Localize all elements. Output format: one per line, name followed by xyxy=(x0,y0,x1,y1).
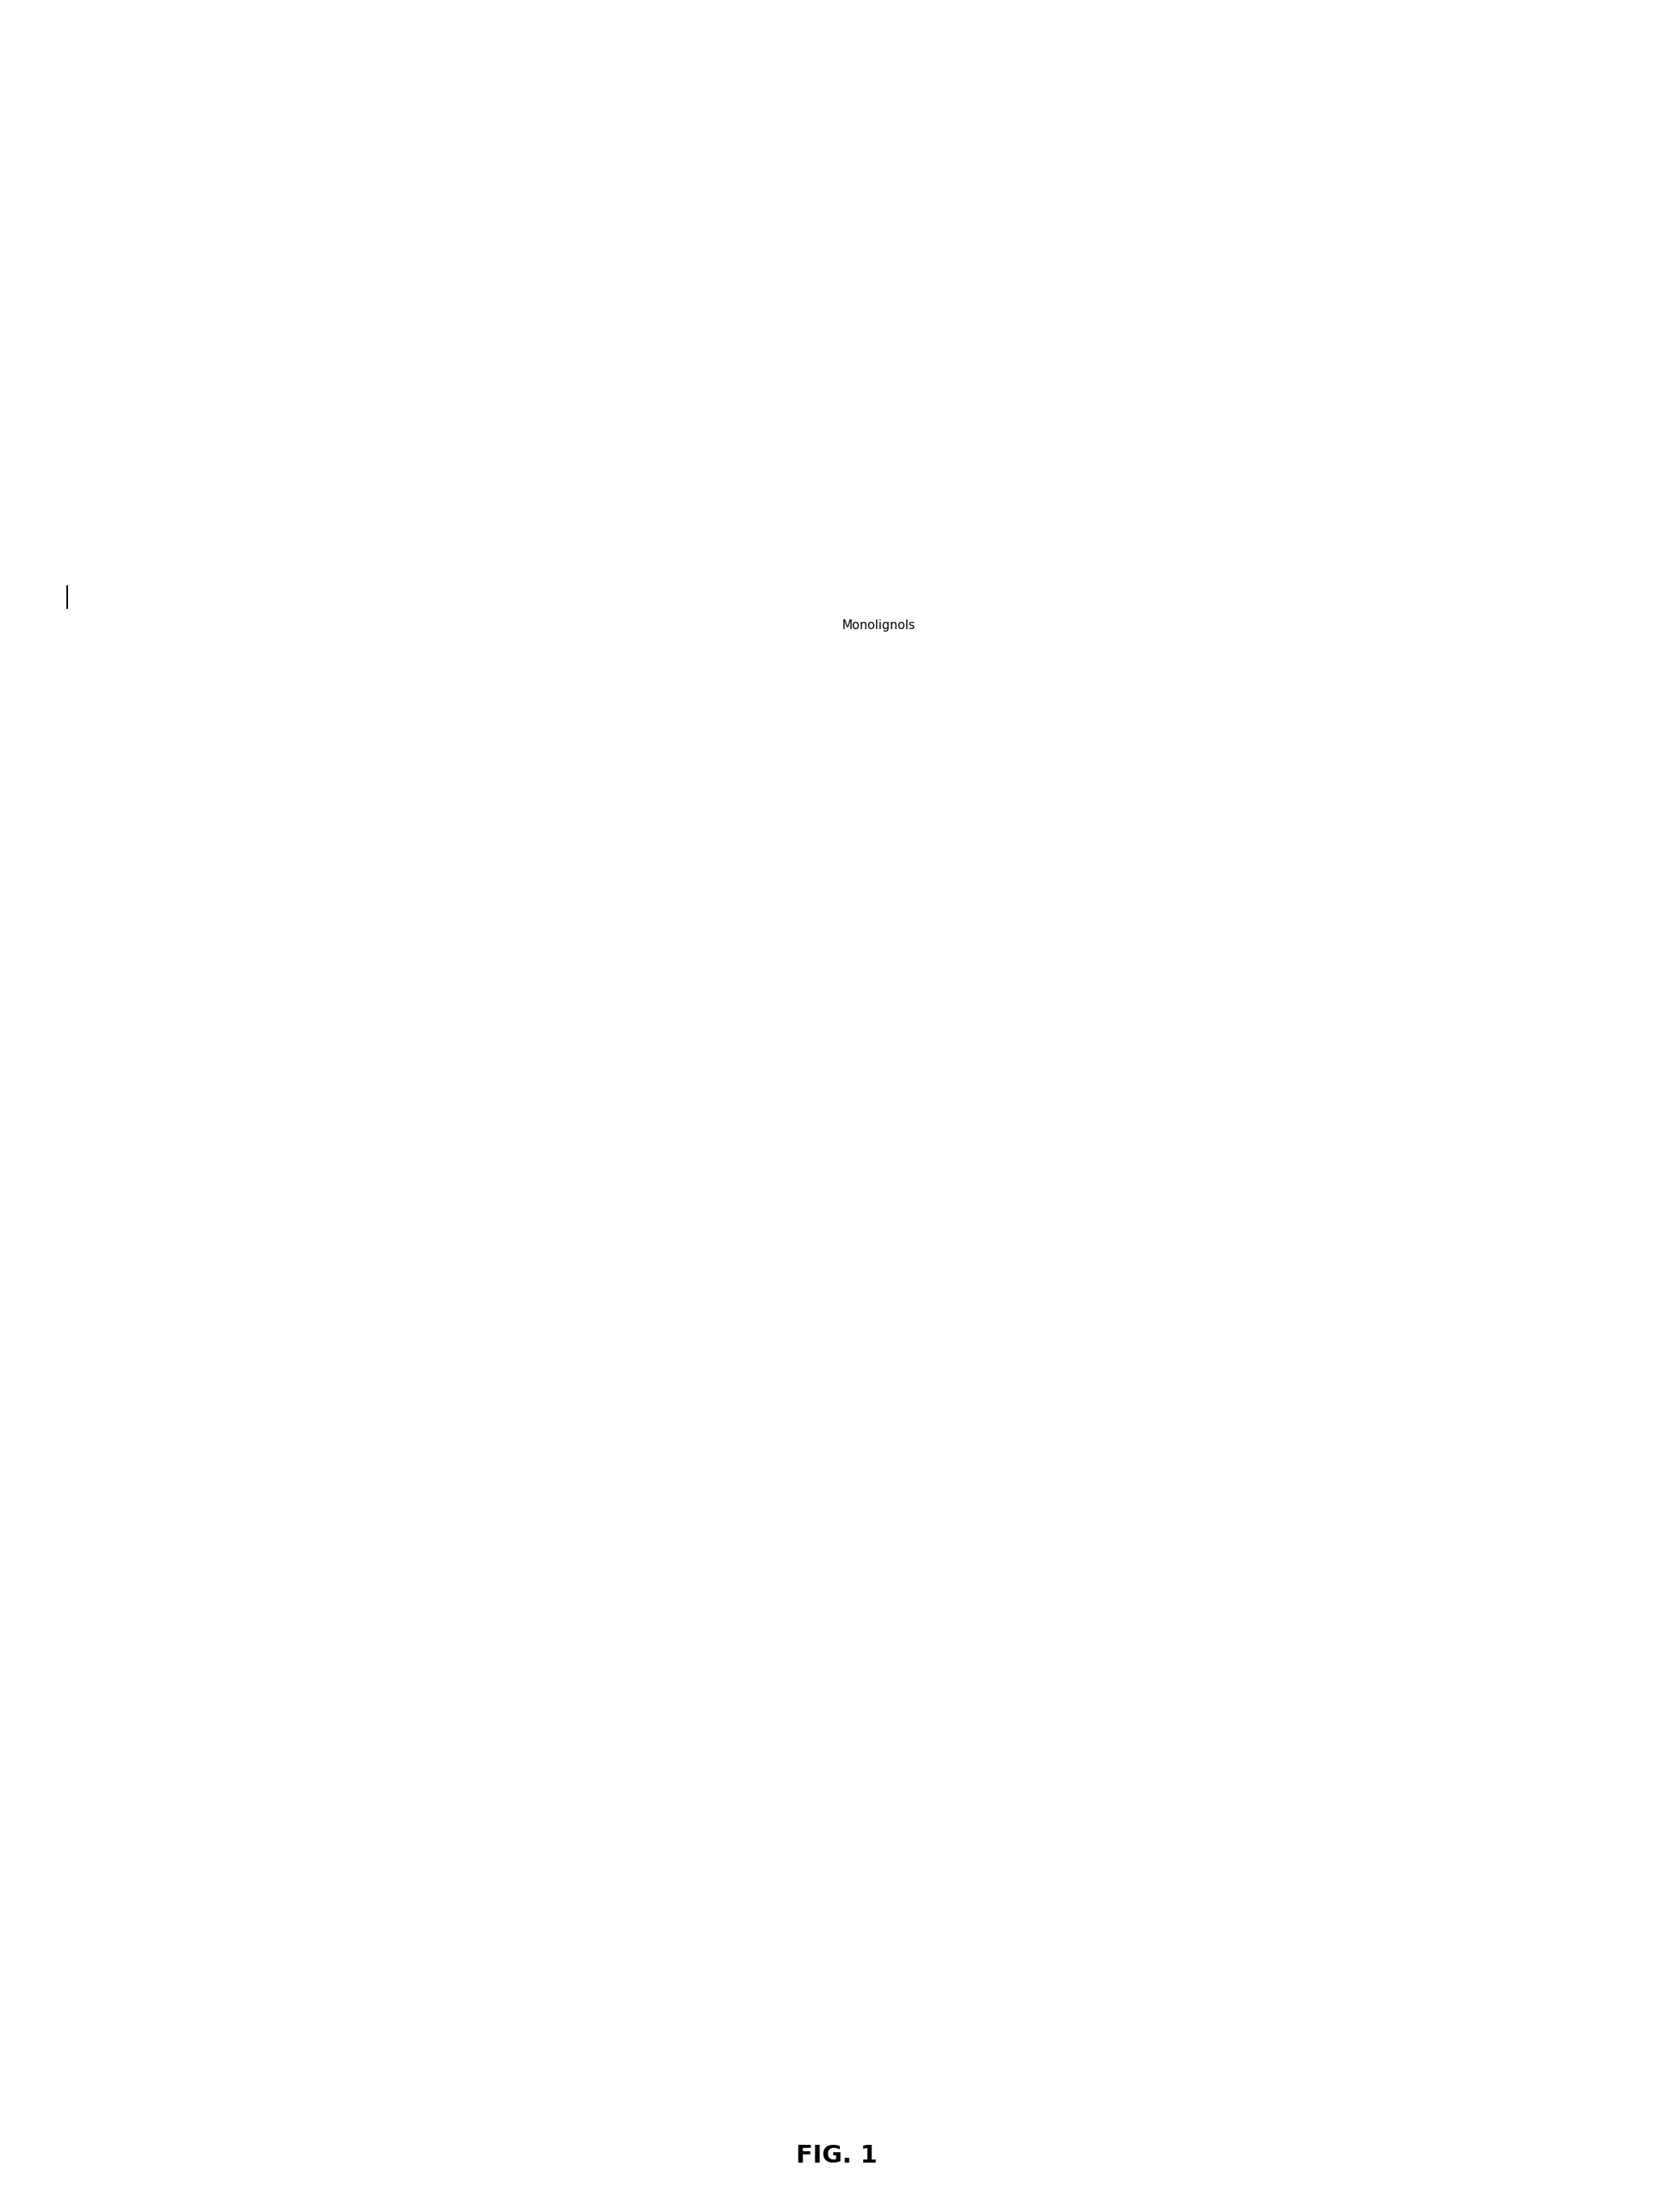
Text: Monolignols: Monolignols xyxy=(842,619,915,630)
Text: FIG. 1: FIG. 1 xyxy=(796,2143,877,2168)
